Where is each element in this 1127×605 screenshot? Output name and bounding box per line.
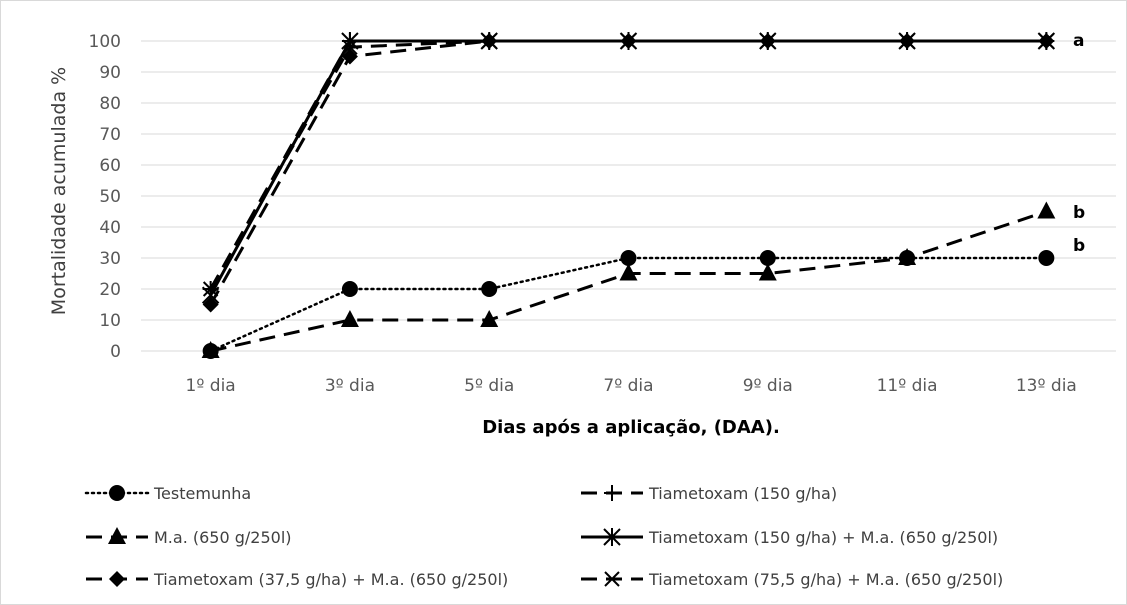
legend-label: Tiametoxam (150 g/ha): [648, 484, 837, 503]
data-point: [759, 250, 776, 266]
y-tick-label: 40: [99, 218, 121, 238]
data-point: [758, 263, 777, 281]
y-tick-label: 30: [99, 249, 121, 269]
x-tick-label: 5º dia: [464, 376, 514, 396]
series-group: [201, 32, 1056, 359]
data-point: [604, 571, 620, 587]
data-point: [201, 341, 220, 358]
legend-label: Tiametoxam (75,5 g/ha) + M.a. (650 g/250…: [648, 570, 1003, 589]
data-point: [202, 296, 219, 313]
data-point: [109, 571, 125, 587]
y-tick-label: 80: [99, 94, 121, 114]
legend-item: Testemunha: [84, 484, 251, 503]
data-point: [898, 248, 917, 265]
data-point: [108, 527, 126, 544]
legend-label: Tiametoxam (37,5 g/ha) + M.a. (650 g/250…: [153, 570, 508, 589]
data-point: [340, 310, 359, 327]
legend-item: Tiametoxam (75,5 g/ha) + M.a. (650 g/250…: [581, 570, 1003, 589]
legend-label: M.a. (650 g/250l): [154, 528, 292, 547]
y-tick-label: 70: [99, 125, 121, 145]
data-point: [480, 310, 499, 327]
y-tick-label: 50: [99, 187, 121, 207]
data-point: [481, 281, 498, 297]
y-tick-label: 10: [99, 311, 121, 331]
annotations: a bb: [1073, 31, 1085, 256]
data-point: [1037, 201, 1056, 219]
significance-label: a: [1073, 31, 1084, 51]
data-point: [109, 485, 125, 501]
data-point: [603, 528, 621, 546]
x-tick-label: 13º dia: [1016, 376, 1077, 396]
legend-label: Testemunha: [153, 484, 251, 503]
y-tick-label: 100: [89, 32, 121, 52]
legend: Testemunha Tiametoxam (150 g/ha) M.a. (650…: [84, 484, 1003, 589]
data-point: [341, 281, 358, 297]
x-tick-label: 7º dia: [603, 376, 653, 396]
data-point: [604, 485, 620, 501]
y-tick-label: 60: [99, 156, 121, 176]
x-axis-label: Dias após a aplicação, (DAA).: [482, 417, 780, 438]
data-point: [1038, 250, 1055, 266]
data-point: [620, 250, 637, 266]
legend-item: Tiametoxam (150 g/ha): [581, 484, 837, 503]
data-point: [899, 33, 915, 49]
y-tick-label: 20: [99, 280, 121, 300]
y-tick-label: 90: [99, 63, 121, 83]
y-axis-label: Mortalidade acumulada %: [48, 67, 70, 315]
series-2: [201, 201, 1056, 358]
significance-label: b: [1073, 203, 1085, 223]
x-tick-label: 9º dia: [743, 376, 793, 396]
legend-label: Tiametoxam (150 g/ha) + M.a. (650 g/250l…: [648, 528, 998, 547]
legend-item: Tiametoxam (37,5 g/ha) + M.a. (650 g/250…: [86, 570, 508, 589]
x-tick-label: 11º dia: [877, 376, 938, 396]
y-tick-labels: 0 10 20 30 40 50 60 70 80 90 100: [89, 32, 121, 362]
data-point: [1038, 33, 1055, 49]
y-tick-label: 0: [110, 342, 121, 362]
legend-item: M.a. (650 g/250l): [86, 527, 292, 547]
data-point: [620, 33, 637, 49]
data-point: [202, 281, 219, 297]
x-tick-label: 3º dia: [325, 376, 375, 396]
gridlines: [141, 40, 1116, 352]
data-point: [342, 39, 358, 55]
series-line: [210, 210, 1047, 353]
series-5: [202, 33, 1055, 297]
legend-item: Tiametoxam (150 g/ha) + M.a. (650 g/250l…: [581, 528, 998, 547]
data-point: [760, 33, 776, 49]
x-tick-label: 1º dia: [186, 376, 236, 396]
data-point: [481, 33, 497, 49]
x-tick-labels: 1º dia 3º dia 5º dia 7º dia 9º dia 11º dia 13º…: [186, 376, 1077, 396]
significance-label: b: [1073, 236, 1085, 256]
data-point: [619, 263, 638, 281]
